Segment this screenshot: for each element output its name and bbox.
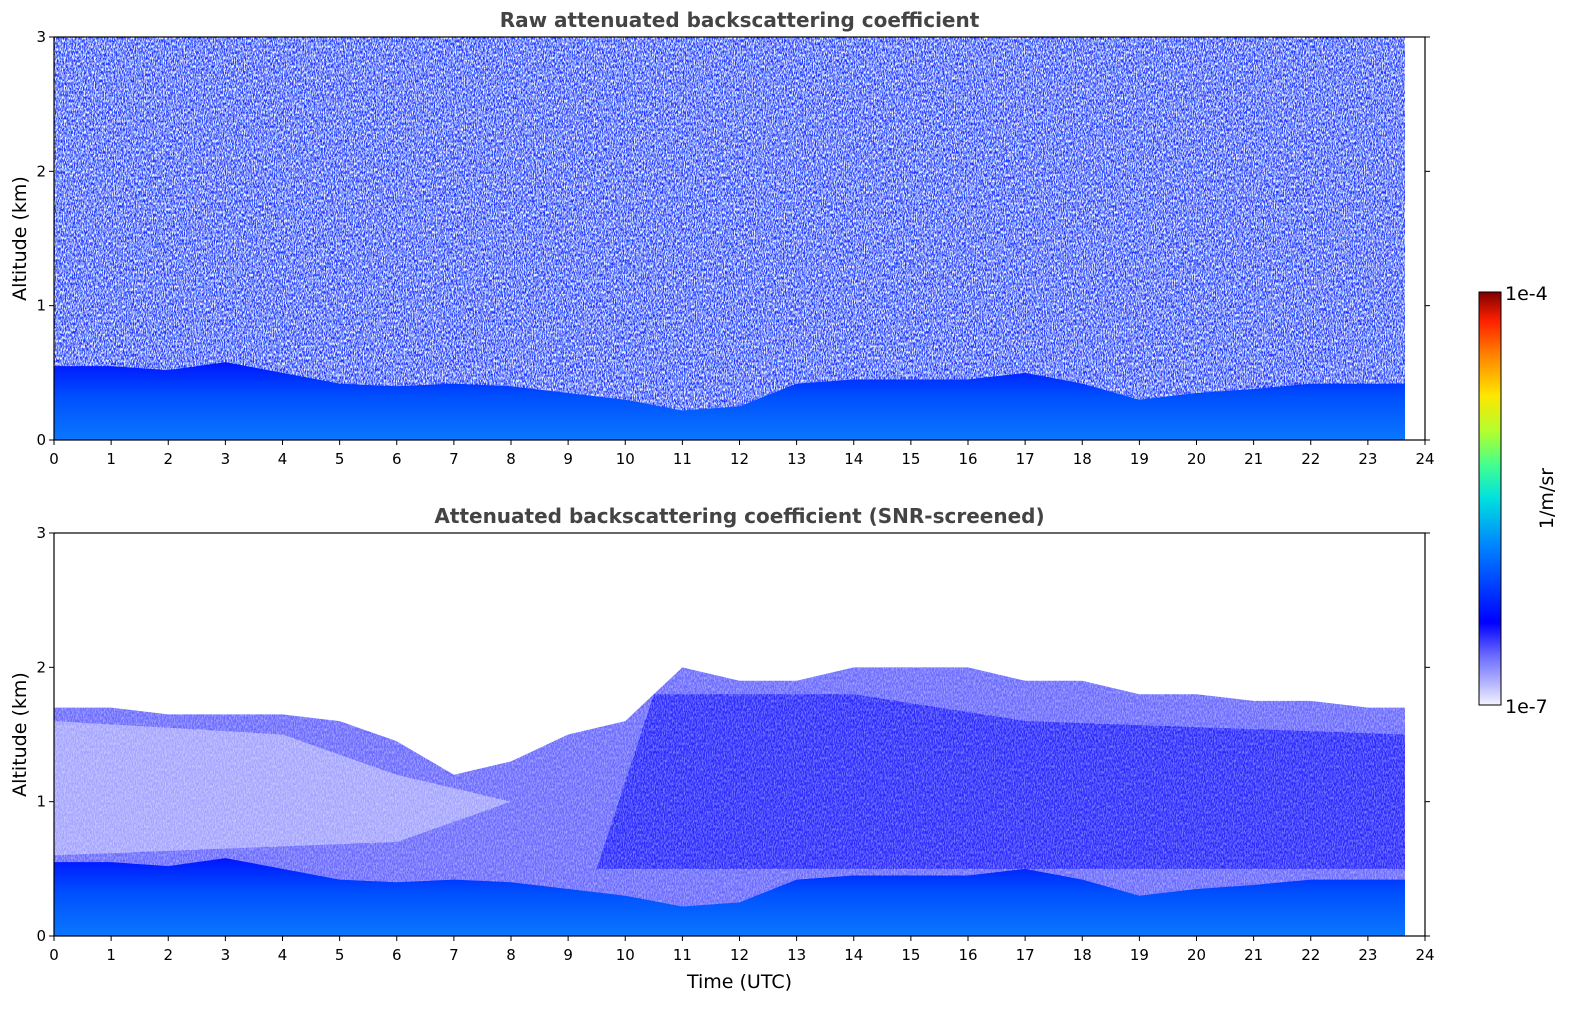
raw-panel-y-axis-label: Altitude (km)	[9, 176, 31, 301]
y-tick-label: 0	[36, 927, 46, 945]
boundary-layer	[54, 858, 1406, 936]
x-tick-label: 8	[506, 450, 516, 468]
y-tick-label: 3	[36, 524, 46, 542]
x-tick-label: 16	[958, 450, 977, 468]
x-tick-label: 7	[449, 450, 459, 468]
raw-panel-x-ticks: 0 1 2 3 4 5 6 7 8 9 10 11 12 13 14 15 16 17 18 19 20 21 22 23 24	[49, 440, 1435, 468]
x-tick-label: 11	[673, 450, 692, 468]
y-tick-label: 2	[36, 658, 46, 676]
x-tick-label: 22	[1301, 946, 1320, 964]
x-tick-label: 23	[1358, 450, 1377, 468]
boundary-layer	[54, 362, 1406, 440]
time-axis-label: Time (UTC)	[686, 971, 792, 993]
screened-panel-y-ticks: 0 1 2 3	[36, 524, 1430, 945]
x-tick-label: 1	[106, 946, 116, 964]
y-tick-label: 1	[36, 793, 46, 811]
raw-backscatter-panel: 0 1 2 3 4 5 6 7 8 9 10 11 12 13 14 15 16 17 18 19 20 21 22 23 24…	[9, 8, 1435, 468]
x-tick-label: 14	[844, 450, 863, 468]
screened-backscatter-heatmap	[54, 533, 1406, 936]
x-tick-label: 1	[106, 450, 116, 468]
x-tick-label: 0	[49, 450, 59, 468]
raw-panel-y-ticks: 0 1 2 3	[36, 28, 1430, 449]
x-tick-label: 18	[1073, 946, 1092, 964]
x-tick-label: 3	[221, 946, 231, 964]
x-tick-label: 3	[221, 450, 231, 468]
x-tick-label: 21	[1244, 946, 1263, 964]
y-tick-label: 0	[36, 431, 46, 449]
x-tick-label: 4	[278, 946, 288, 964]
x-tick-label: 17	[1016, 450, 1035, 468]
x-tick-label: 2	[163, 450, 173, 468]
x-tick-label: 11	[673, 946, 692, 964]
raw-panel-title: Raw attenuated backscattering coefficien…	[500, 8, 980, 32]
x-tick-label: 9	[563, 450, 573, 468]
colorbar-gradient	[1478, 291, 1502, 706]
x-tick-label: 12	[730, 946, 749, 964]
x-tick-label: 6	[392, 946, 402, 964]
x-tick-label: 13	[787, 946, 806, 964]
y-tick-label: 1	[36, 297, 46, 315]
screened-backscatter-panel: 0 1 2 3 4 5 6 7 8 9 10 11 12 13 14 15 16 17 18 19 20 21 22 23 24…	[9, 504, 1435, 993]
x-tick-label: 24	[1415, 946, 1434, 964]
colorbar-units-label: 1/m/sr	[1536, 468, 1558, 529]
x-tick-label: 20	[1187, 450, 1206, 468]
screened-panel-title: Attenuated backscattering coefficient (S…	[434, 504, 1044, 528]
x-tick-label: 15	[901, 946, 920, 964]
screened-panel-y-axis-label: Altitude (km)	[9, 672, 31, 797]
colorbar-max-label: 1e-4	[1505, 283, 1548, 305]
x-tick-label: 9	[563, 946, 573, 964]
x-tick-label: 12	[730, 450, 749, 468]
x-tick-label: 8	[506, 946, 516, 964]
x-tick-label: 5	[335, 946, 345, 964]
x-tick-label: 2	[163, 946, 173, 964]
x-tick-label: 5	[335, 450, 345, 468]
x-tick-label: 10	[616, 450, 635, 468]
x-tick-label: 22	[1301, 450, 1320, 468]
screened-panel-x-ticks: 0 1 2 3 4 5 6 7 8 9 10 11 12 13 14 15 16 17 18 19 20 21 22 23 24	[49, 936, 1435, 964]
x-tick-label: 16	[958, 946, 977, 964]
x-tick-label: 19	[1130, 450, 1149, 468]
x-tick-label: 24	[1415, 450, 1434, 468]
colorbar: 1e-4 1e-7 1/m/sr	[1478, 283, 1558, 718]
x-tick-label: 6	[392, 450, 402, 468]
x-tick-label: 0	[49, 946, 59, 964]
x-tick-label: 13	[787, 450, 806, 468]
x-tick-label: 15	[901, 450, 920, 468]
y-tick-label: 2	[36, 162, 46, 180]
x-tick-label: 7	[449, 946, 459, 964]
x-tick-label: 4	[278, 450, 288, 468]
y-tick-label: 3	[36, 28, 46, 46]
x-tick-label: 10	[616, 946, 635, 964]
raw-backscatter-heatmap	[54, 37, 1406, 440]
x-tick-label: 19	[1130, 946, 1149, 964]
x-tick-label: 23	[1358, 946, 1377, 964]
x-tick-label: 20	[1187, 946, 1206, 964]
x-tick-label: 14	[844, 946, 863, 964]
x-tick-label: 21	[1244, 450, 1263, 468]
colorbar-min-label: 1e-7	[1505, 696, 1548, 718]
x-tick-label: 17	[1016, 946, 1035, 964]
x-tick-label: 18	[1073, 450, 1092, 468]
